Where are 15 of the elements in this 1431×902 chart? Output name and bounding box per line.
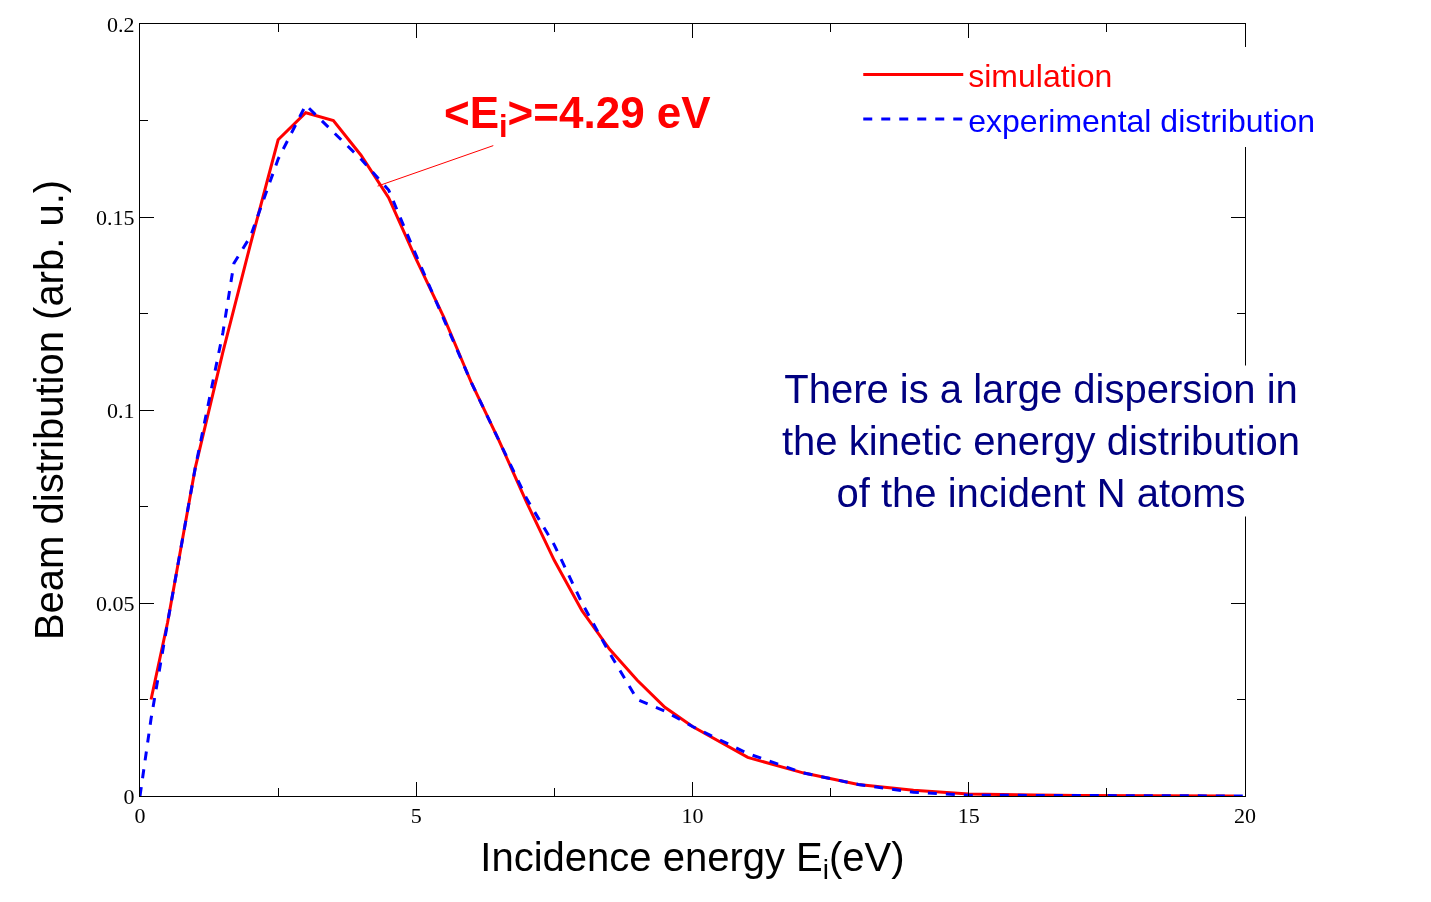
- y-tick-label: 0: [123, 783, 135, 809]
- legend-label: experimental distribution: [968, 102, 1316, 139]
- annotation: There is a large dispersion in the kinetic energy distribution of the incident N atoms: [782, 367, 1301, 515]
- y-axis-title: Beam distribution (arb. u.): [26, 179, 71, 641]
- x-axis-title: Incidence energy E$_{i}$(eV): [480, 834, 905, 886]
- legend-label: simulation: [968, 57, 1113, 94]
- x-tick-label: 5: [410, 803, 422, 829]
- y-tick-label: 0.2: [107, 11, 135, 37]
- x-tick-label: 10: [681, 803, 704, 829]
- y-tick-label: 0.05: [96, 590, 135, 616]
- y-tick-label: 0.1: [107, 397, 135, 423]
- x-tick-label: 15: [957, 803, 980, 829]
- annotation: <E$_{i}$>=4.29 eV: [444, 88, 712, 145]
- x-tick-label: 20: [1234, 803, 1256, 829]
- y-tick-label: 0.15: [96, 204, 135, 230]
